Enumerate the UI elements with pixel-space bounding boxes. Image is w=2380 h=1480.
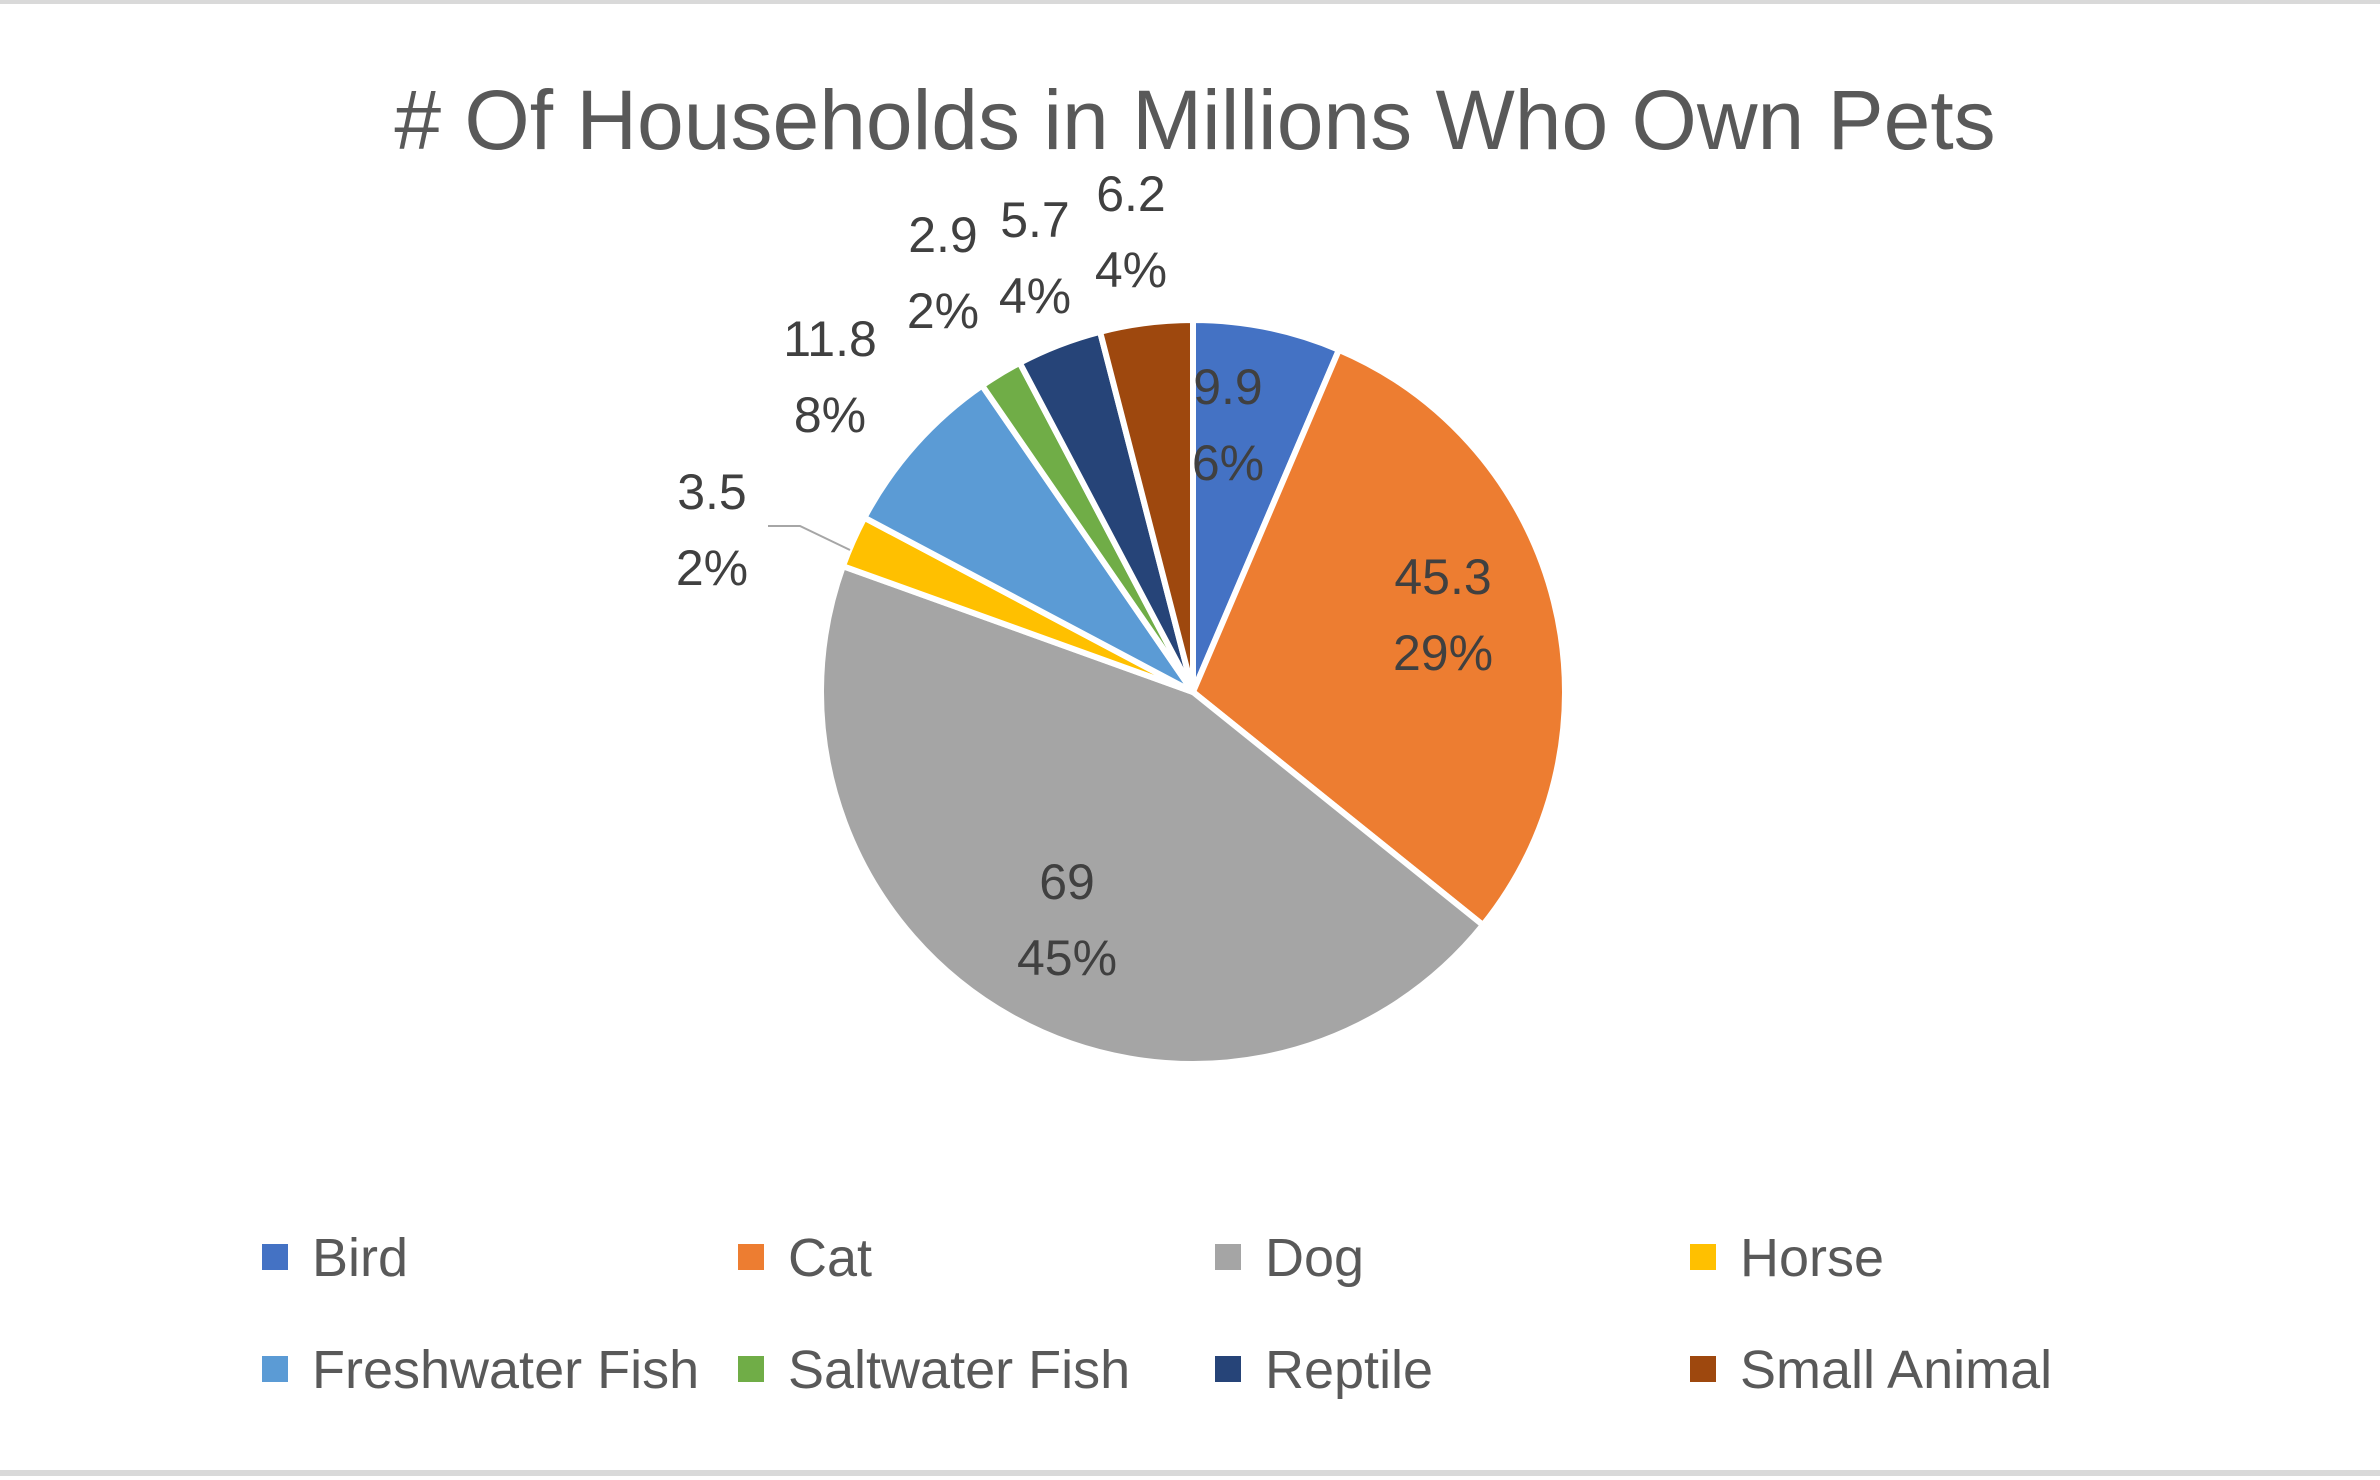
legend-item-horse: Horse xyxy=(1690,1228,1884,1288)
legend-item-saltwater-fish: Saltwater Fish xyxy=(738,1340,1130,1400)
legend-swatch-reptile xyxy=(1215,1356,1241,1382)
pie-chart: # Of Households in Millions Who Own Pets… xyxy=(262,73,2052,1400)
pie-slice-dog xyxy=(818,563,1486,1067)
data-label-cat: 45.3 29% xyxy=(1393,549,1493,681)
data-label-reptile: 5.7 4% xyxy=(999,192,1071,324)
data-label-dog: 69 45% xyxy=(1017,854,1117,986)
legend-swatch-freshwater-fish xyxy=(262,1356,288,1382)
legend-swatch-cat xyxy=(738,1244,764,1270)
legend-label-bird: Bird xyxy=(312,1228,408,1288)
data-label-small-animal: 6.2 4% xyxy=(1095,166,1167,298)
legend-swatch-horse xyxy=(1690,1244,1716,1270)
pie-slice-cat xyxy=(1190,346,1568,929)
legend-item-small-animal: Small Animal xyxy=(1690,1340,2052,1400)
legend-label-reptile: Reptile xyxy=(1265,1340,1433,1400)
leader-lines xyxy=(768,525,851,551)
data-label-saltwater-fish: 2.9 2% xyxy=(907,207,979,339)
pie-slice-freshwater-fish xyxy=(861,382,1196,695)
legend-item-freshwater-fish: Freshwater Fish xyxy=(262,1340,699,1400)
legend-swatch-saltwater-fish xyxy=(738,1356,764,1382)
chart-title: # Of Households in Millions Who Own Pets xyxy=(394,73,1995,167)
pie-slices xyxy=(818,317,1568,1067)
legend-swatch-small-animal xyxy=(1690,1356,1716,1382)
legend-item-reptile: Reptile xyxy=(1215,1340,1433,1400)
data-labels: 9.9 6% 45.3 29% 69 45% 3.5 2% 11.8 8% 2.9 2% 5.7 4% 6.… xyxy=(676,166,1493,986)
legend-label-dog: Dog xyxy=(1265,1228,1364,1288)
legend-item-bird: Bird xyxy=(262,1228,408,1288)
leader-line-horse xyxy=(768,525,851,551)
pie-slice-small-animal xyxy=(1097,317,1196,695)
legend-swatch-dog xyxy=(1215,1244,1241,1270)
legend-item-cat: Cat xyxy=(738,1228,872,1288)
data-label-bird: 9.9 6% xyxy=(1192,359,1264,491)
data-label-horse: 3.5 2% xyxy=(676,464,748,596)
legend-swatch-bird xyxy=(262,1244,288,1270)
legend-label-saltwater-fish: Saltwater Fish xyxy=(788,1340,1130,1400)
legend-label-horse: Horse xyxy=(1740,1228,1884,1288)
data-label-freshwater-fish: 11.8 8% xyxy=(783,311,877,443)
legend: Bird Cat Dog Horse Freshwater Fish Saltwater … xyxy=(262,1228,2052,1400)
legend-label-small-animal: Small Animal xyxy=(1740,1340,2052,1400)
legend-label-cat: Cat xyxy=(788,1228,872,1288)
legend-item-dog: Dog xyxy=(1215,1228,1364,1288)
legend-label-freshwater-fish: Freshwater Fish xyxy=(312,1340,699,1400)
